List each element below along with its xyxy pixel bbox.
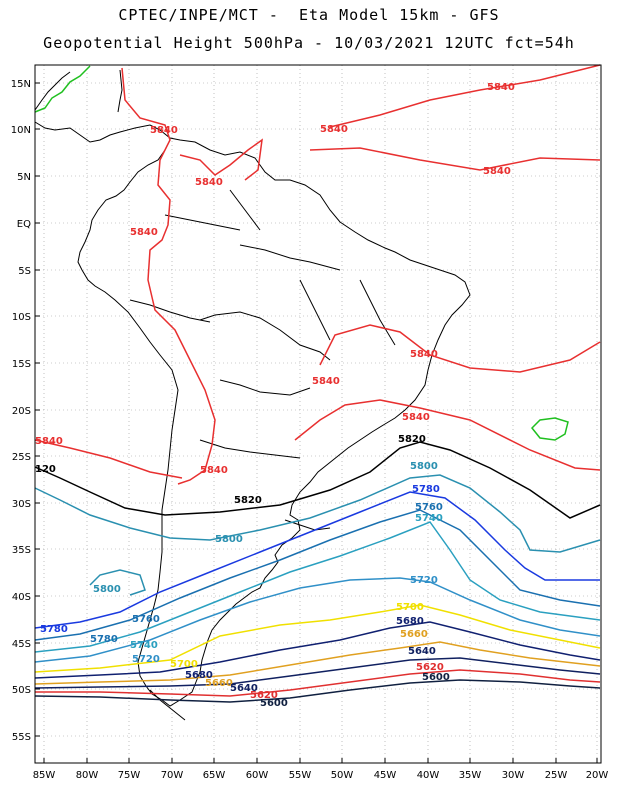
contour-label: 5600 <box>260 698 288 709</box>
contour-label: 5620 <box>416 662 444 673</box>
contour-label: 5800 <box>215 534 243 545</box>
lon-label: 40W <box>417 770 440 781</box>
lat-label: 25S <box>12 452 31 463</box>
lon-label: 85W <box>33 770 56 781</box>
contour-line <box>34 657 601 689</box>
contour-line <box>34 604 601 673</box>
contour-label: 5700 <box>396 602 424 613</box>
lon-label: 35W <box>459 770 482 781</box>
contour-label: 5840 <box>402 412 430 423</box>
contour-label: 5720 <box>132 654 160 665</box>
contour-label: 5660 <box>400 629 428 640</box>
lon-label: 65W <box>203 770 226 781</box>
lon-label: 55W <box>289 770 312 781</box>
contour-line <box>319 324 601 373</box>
lat-label: 30S <box>12 499 31 510</box>
contour-label: 5660 <box>205 678 233 689</box>
contour-label: 5800 <box>93 584 121 595</box>
lat-label: 15N <box>11 79 31 90</box>
lon-label: 80W <box>76 770 99 781</box>
contour-label: 5840 <box>195 177 223 188</box>
lon-label: 75W <box>118 770 141 781</box>
contour-line <box>329 64 601 128</box>
contour-label: 5840 <box>410 349 438 360</box>
lon-label: 20W <box>586 770 609 781</box>
contour-label: 5840 <box>35 436 63 447</box>
contour-line <box>309 147 601 171</box>
axis-ticks: 15N 10N 5N EQ 5S 10S 15S 20S 25S 30S 35S 40S 45S 50S 5… <box>11 79 609 781</box>
contour-label: 5820 <box>234 495 262 506</box>
lat-label: 55S <box>12 732 31 743</box>
contour-line <box>34 441 601 519</box>
lon-label: 60W <box>246 770 269 781</box>
contour-label: 5840 <box>312 376 340 387</box>
contour-label: 5760 <box>415 502 443 513</box>
contour-label: 5680 <box>185 670 213 681</box>
contour-line <box>34 439 183 479</box>
map-frame <box>34 64 602 764</box>
contour-label: 5840 <box>150 125 178 136</box>
contour-line <box>89 569 146 596</box>
lon-label: 30W <box>502 770 525 781</box>
contour-line <box>34 509 601 641</box>
contour-label: 5640 <box>408 646 436 657</box>
lat-label: 5S <box>18 266 31 277</box>
lat-label: 10S <box>12 312 31 323</box>
lat-label: 15S <box>12 359 31 370</box>
contour-label: 5840 <box>320 124 348 135</box>
contour-line <box>34 621 601 679</box>
contour-line <box>35 669 601 697</box>
contour-label: 5780 <box>90 634 118 645</box>
contour-label: 5700 <box>170 659 198 670</box>
green-contours <box>34 65 569 441</box>
lat-label: 40S <box>12 592 31 603</box>
contour-line <box>34 521 601 653</box>
contour-label: 5820 <box>398 434 426 445</box>
contour-label: 5640 <box>230 683 258 694</box>
contour-line <box>179 138 263 181</box>
contour-label: 120 <box>35 464 56 475</box>
contour-line <box>121 67 216 485</box>
contour-labels: 5840 5840 5840 5840 5840 5840 5840 5840 5840 5840… <box>35 82 515 709</box>
contour-line <box>34 679 601 703</box>
lon-label: 70W <box>161 770 184 781</box>
lon-label: 50W <box>331 770 354 781</box>
lat-label: 35S <box>12 545 31 556</box>
contour-line <box>34 491 600 629</box>
contour-label: 5760 <box>132 614 160 625</box>
contour-line <box>294 399 601 471</box>
contour-label: 5740 <box>130 640 158 651</box>
lat-label: 10N <box>11 125 31 136</box>
lon-label: 25W <box>545 770 568 781</box>
lat-label: 5N <box>17 172 31 183</box>
contour-label: 5600 <box>422 672 450 683</box>
lat-lon-grid <box>35 65 601 763</box>
lat-label: 50S <box>12 685 31 696</box>
contour-label: 5680 <box>396 616 424 627</box>
map-title: CPTEC/INPE/MCT - Eta Model 15km - GFS <box>118 6 500 24</box>
contour-label: 5840 <box>487 82 515 93</box>
contour-label: 5780 <box>40 624 68 635</box>
contour-label: 5800 <box>410 461 438 472</box>
contour-label: 5620 <box>250 690 278 701</box>
map-subtitle: Geopotential Height 500hPa - 10/03/2021 … <box>43 34 575 52</box>
lat-label: 20S <box>12 406 31 417</box>
contour-label: 5840 <box>130 227 158 238</box>
green-contour <box>34 65 91 113</box>
contour-line <box>34 641 601 685</box>
height-contours <box>34 64 601 703</box>
contour-label: 5840 <box>200 465 228 476</box>
green-contour <box>530 417 569 441</box>
contour-label: 5840 <box>483 166 511 177</box>
contour-label: 5720 <box>410 575 438 586</box>
contour-label: 5780 <box>412 484 440 495</box>
contour-line <box>34 474 601 553</box>
lon-label: 45W <box>374 770 397 781</box>
lat-label: 45S <box>12 639 31 650</box>
contour-label: 5740 <box>415 513 443 524</box>
lat-label: EQ <box>17 219 31 230</box>
contour-line <box>34 577 601 663</box>
